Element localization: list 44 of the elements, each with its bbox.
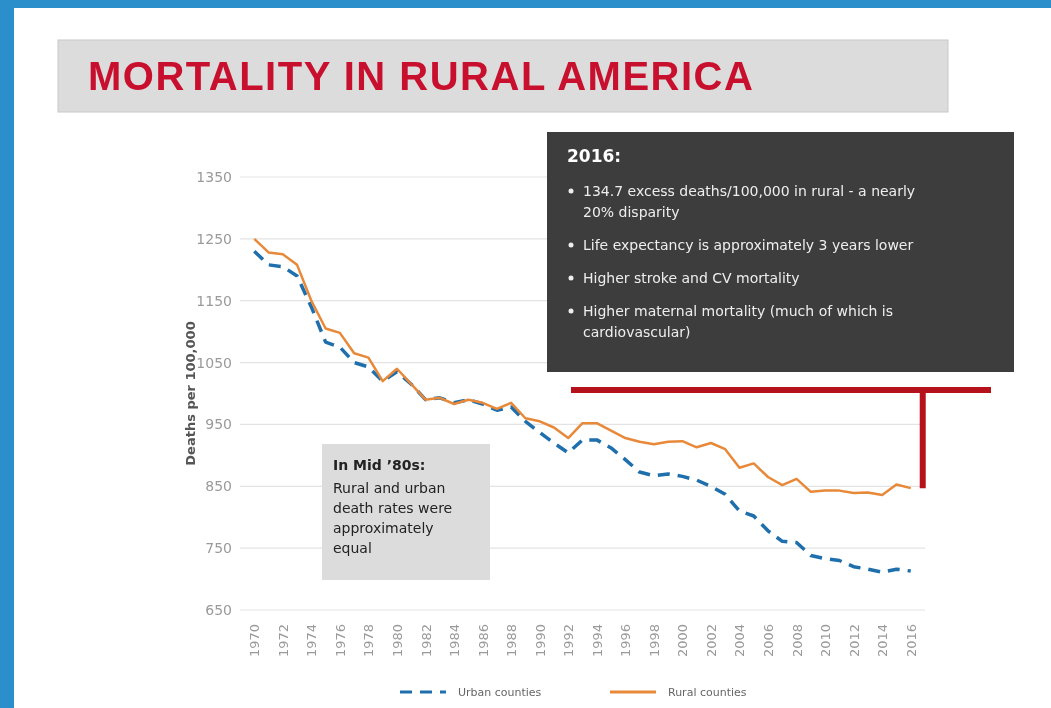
y-tick-label: 850 [205, 478, 232, 495]
y-tick-label: 650 [205, 602, 232, 618]
x-tick-label: 2016 [903, 624, 919, 658]
x-tick-label: 2004 [732, 624, 748, 658]
x-tick-label: 1974 [304, 624, 320, 658]
y-axis-title: Deaths per 100,000 [183, 321, 198, 466]
x-tick-label: 1990 [532, 624, 548, 658]
x-tick-label: 1978 [361, 624, 377, 658]
x-tick-label: 1996 [618, 624, 634, 658]
annotation: 134.7 excess deaths/100,000 in rural - a nearly 20% disparity [583, 183, 916, 220]
x-tick-label: 1986 [475, 624, 491, 658]
x-tick-label: 1984 [447, 624, 463, 658]
x-tick-label: 2006 [761, 624, 777, 658]
line-series [253, 237, 912, 497]
x-tick-label: 1976 [332, 624, 348, 658]
x-tick-label: 2014 [875, 624, 891, 658]
annotation: In Mid ’80s: [333, 457, 426, 473]
x-tick-label: 2010 [818, 624, 834, 658]
x-tick-label: 1980 [389, 624, 405, 658]
chart-title: MORTALITY IN RURAL AMERICA [88, 54, 755, 98]
x-tick-label: 1970 [247, 624, 263, 658]
y-tick-label: 950 [205, 416, 232, 433]
annotation: Higher maternal mortality (much of which is cardiovascular) [583, 303, 894, 340]
x-tick-label: 1992 [561, 624, 577, 658]
text: 2016: [567, 146, 622, 166]
annotation: Higher stroke and CV mortality [583, 270, 800, 286]
x-tick-label: 2000 [675, 624, 691, 658]
annotation: Life expectancy is approximately 3 years lower [583, 237, 914, 253]
x-tick-label: 1982 [418, 624, 434, 658]
x-tick-label: 2008 [789, 624, 805, 658]
y-tick-label: 1050 [196, 354, 232, 371]
x-tick-label: 2012 [846, 624, 862, 658]
x-tick-label: 1972 [275, 624, 291, 658]
y-tick-label: 1150 [196, 292, 232, 309]
legend-label: Rural counties [668, 686, 747, 699]
annotation: Rural and urban death rates were approximately equal [333, 480, 453, 556]
y-tick-label: 750 [205, 540, 232, 557]
x-tick-label: 1994 [589, 624, 605, 658]
legend-label: Urban counties [458, 686, 542, 699]
x-tick-label: 2002 [703, 624, 719, 658]
x-tick-label: 1998 [646, 624, 662, 658]
x-tick-label: 1988 [504, 624, 520, 658]
y-tick-label: 1250 [196, 230, 232, 247]
y-tick-label: 1350 [196, 169, 232, 185]
